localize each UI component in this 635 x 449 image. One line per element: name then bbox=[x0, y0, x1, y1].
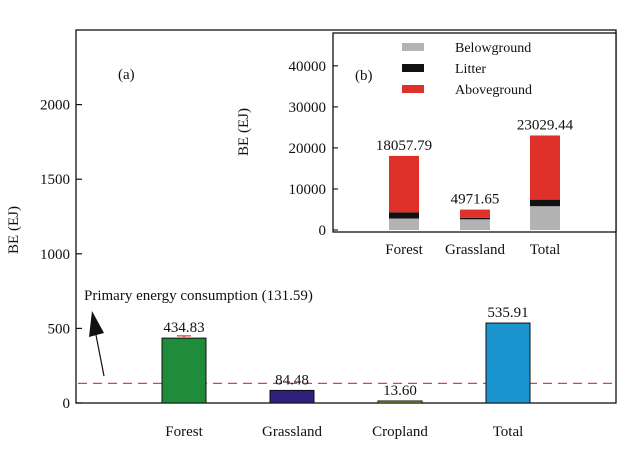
main-category-label: Cropland bbox=[372, 424, 428, 440]
inset-bar-segment bbox=[460, 209, 490, 218]
inset-bar-segment bbox=[530, 199, 560, 207]
inset-total-label: 4971.65 bbox=[451, 192, 500, 208]
inset-legend-swatch bbox=[402, 85, 424, 93]
main-y-axis-label: BE (EJ) bbox=[6, 206, 22, 254]
inset-legend: Belowground Litter Aboveground bbox=[402, 41, 532, 98]
inset-bars: 18057.79 4971.65 23029.44 bbox=[376, 117, 574, 230]
reference-arrow bbox=[89, 311, 105, 377]
main-bar bbox=[485, 322, 531, 404]
inset-y-axis-label: BE (EJ) bbox=[236, 108, 252, 156]
main-bar-value-label: 535.91 bbox=[487, 305, 528, 321]
main-bar bbox=[269, 389, 315, 404]
main-bar-value-label: 13.60 bbox=[383, 383, 417, 399]
main-chart-panel: 0 500 1000 1500 2000 BE (EJ) (a) Primary ene… bbox=[6, 29, 617, 440]
main-bars: 434.83 84.48 13.60 535.91 bbox=[161, 305, 531, 404]
main-y-tick-label: 0 bbox=[63, 396, 71, 412]
main-y-tick-label: 1500 bbox=[40, 172, 70, 188]
inset-y-ticks: 0 10000 20000 30000 40000 bbox=[289, 59, 338, 239]
main-category-label: Grassland bbox=[262, 424, 322, 440]
main-y-tick-label: 500 bbox=[48, 321, 71, 337]
inset-legend-swatch bbox=[402, 43, 424, 51]
inset-bar-segment bbox=[389, 218, 419, 230]
inset-bar-segment bbox=[530, 206, 560, 230]
reference-line-label: Primary energy consumption (131.59) bbox=[84, 288, 313, 304]
inset-panel-label: (b) bbox=[355, 68, 373, 84]
inset-plot-frame bbox=[332, 32, 617, 233]
inset-category-label: Forest bbox=[385, 242, 423, 258]
inset-y-tick-label: 30000 bbox=[289, 100, 327, 116]
main-category-label: Forest bbox=[165, 424, 203, 440]
inset-y-tick-label: 20000 bbox=[289, 141, 327, 157]
main-category-labels: Forest Grassland Cropland Total bbox=[165, 424, 523, 440]
inset-category-labels: Forest Grassland Total bbox=[385, 242, 560, 258]
main-bar-value-label: 84.48 bbox=[275, 372, 309, 388]
main-bar bbox=[377, 400, 423, 404]
main-bar-value-label: 434.83 bbox=[163, 320, 204, 336]
main-category-label: Total bbox=[493, 424, 524, 440]
inset-bar-segment bbox=[389, 212, 419, 219]
inset-legend-label: Aboveground bbox=[455, 83, 532, 98]
main-y-tick-label: 2000 bbox=[40, 98, 70, 114]
inset-bar-segment bbox=[460, 217, 490, 220]
inset-y-tick-label: 40000 bbox=[289, 59, 327, 75]
inset-total-label: 18057.79 bbox=[376, 138, 432, 154]
inset-y-tick-label: 10000 bbox=[289, 182, 327, 198]
inset-legend-label: Litter bbox=[455, 62, 486, 77]
main-bar bbox=[161, 337, 207, 404]
inset-bar-segment bbox=[530, 135, 560, 200]
inset-category-label: Grassland bbox=[445, 242, 505, 258]
main-y-tick-label: 1000 bbox=[40, 247, 70, 263]
inset-legend-label: Belowground bbox=[455, 41, 531, 56]
inset-bar-segment bbox=[460, 219, 490, 230]
inset-chart-panel: 0 10000 20000 30000 40000 BE (EJ) (b) Belowg… bbox=[236, 32, 617, 258]
inset-legend-swatch bbox=[402, 64, 424, 72]
inset-category-label: Total bbox=[530, 242, 561, 258]
inset-y-tick-label: 0 bbox=[319, 223, 327, 239]
inset-bar-segment bbox=[389, 155, 419, 213]
main-y-ticks: 0 500 1000 1500 2000 bbox=[40, 98, 82, 412]
inset-total-label: 23029.44 bbox=[517, 117, 574, 133]
main-panel-label: (a) bbox=[118, 67, 135, 83]
